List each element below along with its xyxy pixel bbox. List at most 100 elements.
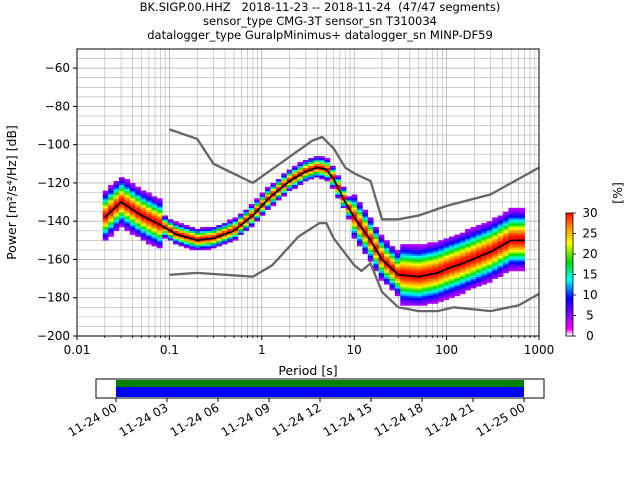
density-cell (497, 247, 504, 251)
density-cell (481, 230, 488, 233)
density-cell (465, 251, 471, 255)
density-cell (146, 238, 152, 241)
density-cell (329, 165, 336, 168)
density-cell (400, 259, 406, 262)
density-cell (459, 278, 466, 281)
density-cell (183, 232, 190, 235)
density-cell (124, 209, 131, 212)
density-cell (129, 186, 136, 189)
density-cell (476, 284, 482, 287)
density-cell (454, 272, 461, 276)
density-cell (183, 244, 190, 247)
density-cell (151, 223, 158, 226)
density-cell (432, 257, 439, 260)
density-cell (356, 207, 363, 211)
density-cell (162, 228, 168, 232)
density-cell (513, 267, 520, 270)
density-cell (243, 221, 250, 224)
density-cell (308, 173, 315, 176)
colorbar-segment (566, 233, 573, 236)
density-cell (405, 282, 412, 285)
density-cell (248, 219, 255, 222)
density-cell (140, 238, 147, 241)
density-cell (497, 244, 504, 247)
density-cell (351, 221, 358, 224)
density-cell (156, 221, 163, 224)
density-cell (421, 299, 428, 302)
density-cell (302, 175, 309, 178)
density-cell (146, 225, 152, 228)
density-cell (427, 290, 434, 293)
density-cell (178, 232, 185, 235)
density-cell (497, 238, 504, 241)
density-cell (200, 230, 206, 233)
density-cell (281, 181, 287, 184)
density-cell (124, 215, 131, 218)
density-cell (319, 156, 325, 159)
density-cell (416, 276, 423, 279)
density-cell (454, 284, 461, 287)
density-cell (118, 186, 125, 189)
density-cell (503, 221, 509, 224)
density-cell (308, 171, 315, 174)
density-cell (459, 251, 466, 255)
density-cell (373, 253, 379, 256)
density-cell (416, 290, 423, 293)
density-cell (465, 257, 471, 260)
density-cell (503, 257, 509, 260)
density-cell (189, 226, 196, 230)
density-cell (200, 240, 206, 243)
density-cell (459, 259, 466, 262)
density-cell (200, 236, 206, 239)
density-cell (156, 230, 163, 233)
density-cell (465, 280, 471, 283)
density-cell (346, 200, 352, 203)
density-cell (135, 215, 141, 218)
density-cell (124, 226, 131, 230)
density-cell (140, 190, 147, 193)
density-cell (378, 276, 385, 279)
density-cell (411, 257, 417, 260)
density-cell (448, 238, 455, 241)
density-cell (427, 274, 434, 277)
colorbar-segment (566, 301, 573, 304)
density-cell (476, 236, 482, 239)
density-cell (156, 244, 163, 247)
title-line-1: BK.SIGP.00.HHZ 2018-11-23 -- 2018-11-24 … (139, 0, 501, 14)
density-cell (421, 280, 428, 283)
density-cell (356, 230, 363, 233)
density-cell (189, 246, 196, 249)
density-cell (416, 299, 423, 302)
density-cell (465, 242, 471, 245)
density-cell (416, 280, 423, 283)
density-cell (129, 219, 136, 222)
density-cell (373, 238, 379, 241)
density-cell (362, 213, 369, 216)
density-cell (254, 200, 260, 203)
density-cell (384, 259, 390, 262)
timeline-tick-label: 11-24 18 (372, 400, 426, 439)
density-cell (265, 190, 271, 193)
density-cell (513, 236, 520, 239)
density-cell (508, 228, 515, 232)
density-cell (373, 236, 379, 239)
density-cell (508, 234, 515, 237)
density-cell (118, 217, 125, 220)
density-cell (454, 293, 461, 297)
density-cell (102, 213, 109, 216)
density-cell (124, 188, 131, 191)
density-cell (102, 234, 109, 237)
density-cell (237, 219, 244, 222)
density-cell (346, 198, 352, 201)
density-cell (356, 236, 363, 239)
density-cell (389, 284, 396, 287)
density-cell (205, 246, 212, 249)
density-cell (140, 223, 147, 226)
density-cell (281, 182, 287, 186)
density-cell (129, 196, 136, 199)
density-cell (135, 209, 141, 212)
density-cell (373, 232, 379, 235)
density-cell (519, 232, 525, 235)
density-cell (173, 226, 179, 230)
density-cell (356, 219, 363, 222)
